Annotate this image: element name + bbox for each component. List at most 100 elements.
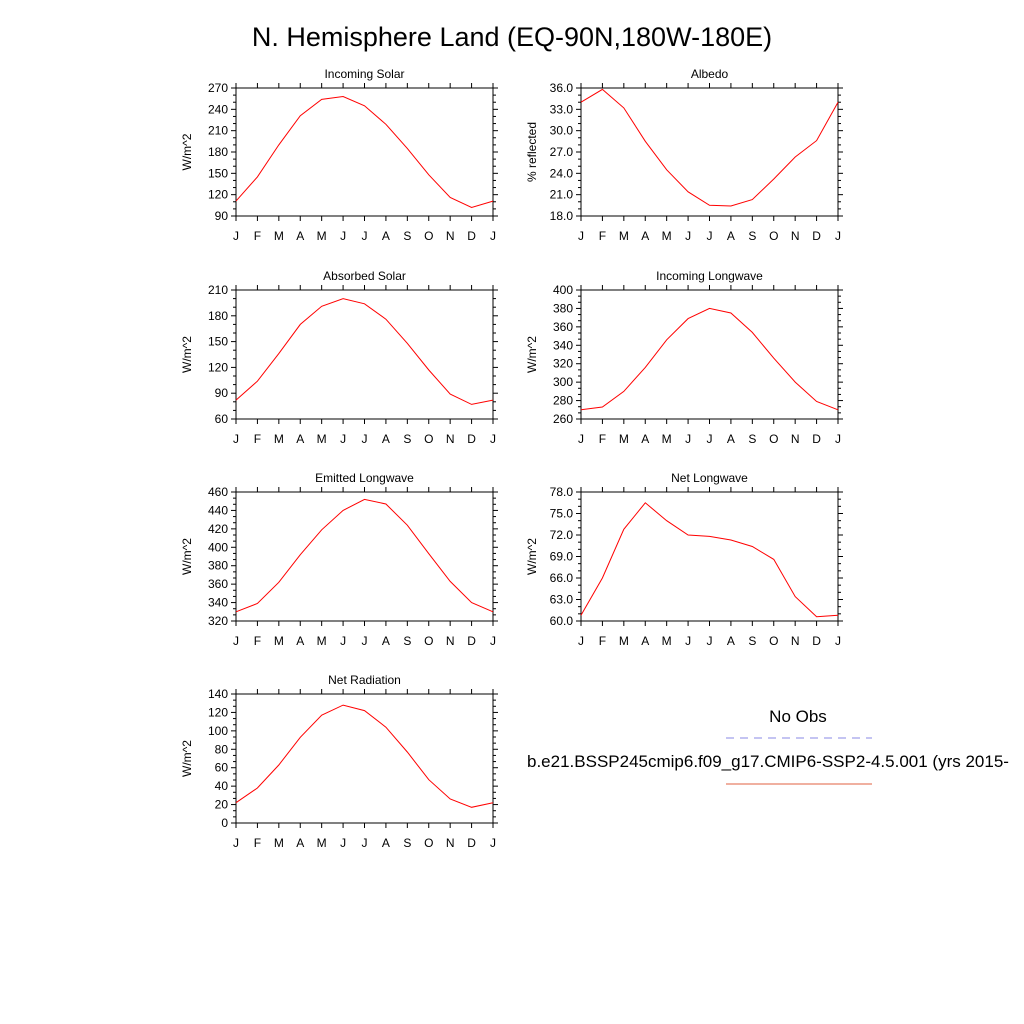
x-tick-label: D <box>467 229 476 243</box>
y-tick-label: 66.0 <box>550 571 574 585</box>
plot-frame <box>235 693 494 824</box>
x-tick-label: M <box>662 634 672 648</box>
y-tick-label: 63.0 <box>550 593 574 607</box>
x-tick-label: F <box>599 432 606 446</box>
x-tick-label: D <box>812 229 821 243</box>
y-tick-label: 150 <box>208 166 228 180</box>
chart-panel-2: Albedo % reflected 18.0 21.0 24.0 27.0 30.0 33.… <box>525 67 843 243</box>
x-tick-label: O <box>769 432 778 446</box>
x-tick-label: J <box>362 634 368 648</box>
y-axis-label: W/m^2 <box>525 336 539 373</box>
chart-panel-5: Emitted Longwave W/m^2 320 340 360 380 400 420 4… <box>180 471 498 648</box>
y-tick-label: 270 <box>208 81 228 95</box>
x-tick-label: M <box>619 634 629 648</box>
x-tick-label: F <box>254 836 261 850</box>
y-tick-label: 72.0 <box>550 528 574 542</box>
page-title: N. Hemisphere Land (EQ-90N,180W-180E) <box>252 22 772 52</box>
series-line <box>235 498 494 613</box>
x-tick-label: M <box>662 432 672 446</box>
x-tick-label: J <box>578 634 584 648</box>
y-tick-label: 260 <box>553 412 573 426</box>
x-tick-label: A <box>382 432 390 446</box>
x-tick-label: O <box>769 634 778 648</box>
x-tick-label: N <box>791 229 800 243</box>
y-tick-label: 60 <box>215 761 229 775</box>
series-line <box>580 502 839 618</box>
x-tick-label: M <box>619 432 629 446</box>
x-tick-label: M <box>662 229 672 243</box>
y-axis-label: W/m^2 <box>525 538 539 575</box>
y-tick-label: 20 <box>215 798 229 812</box>
y-tick-label: 150 <box>208 335 228 349</box>
x-tick-label: M <box>274 432 284 446</box>
plot-frame <box>580 87 839 217</box>
x-tick-label: A <box>641 634 649 648</box>
x-tick-label: J <box>233 432 239 446</box>
x-tick-label: S <box>403 432 411 446</box>
y-tick-label: 24.0 <box>550 166 574 180</box>
plot-frame <box>580 491 839 622</box>
y-tick-label: 30.0 <box>550 124 574 138</box>
x-tick-label: J <box>340 229 346 243</box>
series-line <box>580 88 839 207</box>
chart-title: Incoming Solar <box>324 67 404 81</box>
x-tick-label: N <box>446 432 455 446</box>
y-tick-label: 360 <box>208 577 228 591</box>
x-tick-label: J <box>340 634 346 648</box>
x-tick-label: J <box>362 432 368 446</box>
x-tick-label: A <box>727 229 735 243</box>
x-tick-label: M <box>274 836 284 850</box>
y-tick-label: 120 <box>208 360 228 374</box>
y-tick-label: 33.0 <box>550 102 574 116</box>
chart-panel-1: Incoming Solar W/m^2 90 120 150 180 210 240 270 J… <box>180 67 498 243</box>
x-tick-label: J <box>835 229 841 243</box>
series-line <box>235 704 494 808</box>
x-tick-label: S <box>748 229 756 243</box>
x-tick-label: M <box>317 836 327 850</box>
x-tick-label: F <box>254 229 261 243</box>
y-tick-label: 0 <box>221 816 228 830</box>
x-tick-label: J <box>685 229 691 243</box>
y-tick-label: 360 <box>553 320 573 334</box>
chart-title: Net Longwave <box>671 471 748 485</box>
x-tick-label: S <box>748 432 756 446</box>
x-tick-label: J <box>340 836 346 850</box>
y-tick-label: 60.0 <box>550 614 574 628</box>
y-axis-label: W/m^2 <box>180 336 194 373</box>
legend: No Obs b.e21.BSSP245cmip6.f09_g17.CMIP6-… <box>527 707 1009 785</box>
y-tick-label: 280 <box>553 394 573 408</box>
x-tick-label: J <box>578 432 584 446</box>
y-tick-label: 210 <box>208 124 228 138</box>
x-tick-label: J <box>490 432 496 446</box>
legend-obs-label: No Obs <box>769 707 827 726</box>
y-tick-label: 80 <box>215 742 229 756</box>
y-tick-label: 420 <box>208 522 228 536</box>
x-tick-label: J <box>685 634 691 648</box>
y-tick-label: 69.0 <box>550 550 574 564</box>
y-tick-label: 78.0 <box>550 485 574 499</box>
x-tick-label: J <box>233 229 239 243</box>
x-tick-label: J <box>362 836 368 850</box>
x-tick-label: J <box>835 634 841 648</box>
x-tick-label: J <box>685 432 691 446</box>
x-tick-label: N <box>791 634 800 648</box>
chart-panel-6: Net Longwave W/m^2 60.0 63.0 66.0 69.0 72.0 75.… <box>525 471 843 648</box>
y-tick-label: 18.0 <box>550 209 574 223</box>
x-tick-label: J <box>340 432 346 446</box>
x-tick-label: A <box>382 836 390 850</box>
y-tick-label: 300 <box>553 375 573 389</box>
x-tick-label: J <box>233 836 239 850</box>
y-tick-label: 120 <box>208 705 228 719</box>
x-tick-label: S <box>403 229 411 243</box>
y-tick-label: 27.0 <box>550 145 574 159</box>
x-tick-label: J <box>490 634 496 648</box>
y-axis-label: W/m^2 <box>180 740 194 777</box>
plot-frame <box>580 289 839 420</box>
y-tick-label: 60 <box>215 412 229 426</box>
x-tick-label: O <box>424 432 433 446</box>
x-tick-label: O <box>424 836 433 850</box>
y-tick-label: 75.0 <box>550 507 574 521</box>
y-tick-label: 320 <box>208 614 228 628</box>
y-tick-label: 100 <box>208 724 228 738</box>
